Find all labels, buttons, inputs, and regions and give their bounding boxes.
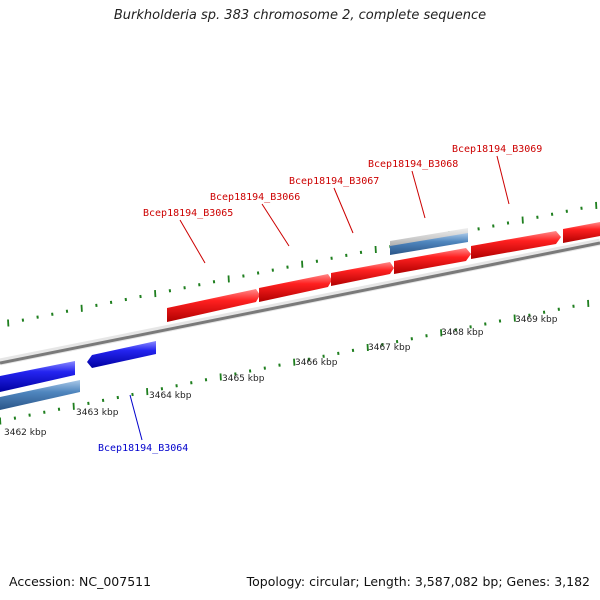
gene-label-b3069[interactable]: Bcep18194_B3069: [452, 144, 542, 155]
ruler-label: 3465 kbp: [222, 374, 265, 384]
leader-line: [129, 394, 143, 441]
leader-line: [179, 219, 206, 264]
gene-labels: Bcep18194_B3065 Bcep18194_B3066 Bcep1819…: [98, 144, 542, 454]
feature-track-lower: [0, 380, 80, 410]
leader-line: [411, 170, 426, 219]
map-title: Burkholderia sp. 383 chromosome 2, compl…: [113, 8, 487, 23]
gene-label-b3065[interactable]: Bcep18194_B3065: [143, 208, 233, 219]
gene-label-b3066[interactable]: Bcep18194_B3066: [210, 192, 300, 203]
ruler-label: 3464 kbp: [149, 391, 192, 401]
gene-arrow-next[interactable]: [563, 222, 600, 243]
leader-line: [496, 155, 510, 205]
ruler-label: 3463 kbp: [76, 408, 119, 418]
leader-line: [261, 203, 290, 247]
gene-arrow-prev[interactable]: [0, 361, 75, 392]
upper-tick-row: [7, 201, 598, 327]
gene-label-b3067[interactable]: Bcep18194_B3067: [289, 176, 379, 187]
reverse-gene-track: [0, 341, 156, 392]
ruler-label: 3467 kbp: [368, 343, 411, 353]
accession-label: Accession: NC_007511: [9, 574, 152, 589]
ruler-labels: 3462 kbp 3463 kbp 3464 kbp 3465 kbp 3466…: [4, 315, 558, 438]
feature-track-upper: [390, 228, 468, 255]
gene-arrow-b3064[interactable]: [87, 341, 156, 368]
gene-arrow-b3066[interactable]: [259, 274, 332, 302]
ruler-label: 3469 kbp: [515, 315, 558, 325]
ruler-label: 3466 kbp: [295, 358, 338, 368]
forward-gene-track: [167, 222, 600, 322]
gene-arrow-b3067[interactable]: [331, 262, 394, 286]
gene-arrow-b3065[interactable]: [167, 289, 260, 322]
ruler-label: 3462 kbp: [4, 428, 47, 438]
gene-arrow-b3068[interactable]: [394, 248, 471, 274]
feature-bar-steel[interactable]: [390, 233, 468, 255]
gene-label-b3068[interactable]: Bcep18194_B3068: [368, 159, 458, 170]
gene-arrow-b3069[interactable]: [471, 231, 561, 259]
gene-label-b3064[interactable]: Bcep18194_B3064: [98, 443, 188, 454]
sequence-summary: Topology: circular; Length: 3,587,082 bp…: [246, 574, 590, 589]
feature-bar-steel-lower[interactable]: [0, 380, 80, 410]
genome-backbone: [0, 238, 600, 366]
leader-line: [333, 187, 354, 234]
lower-tick-row: [0, 299, 590, 425]
ruler-label: 3468 kbp: [441, 328, 484, 338]
